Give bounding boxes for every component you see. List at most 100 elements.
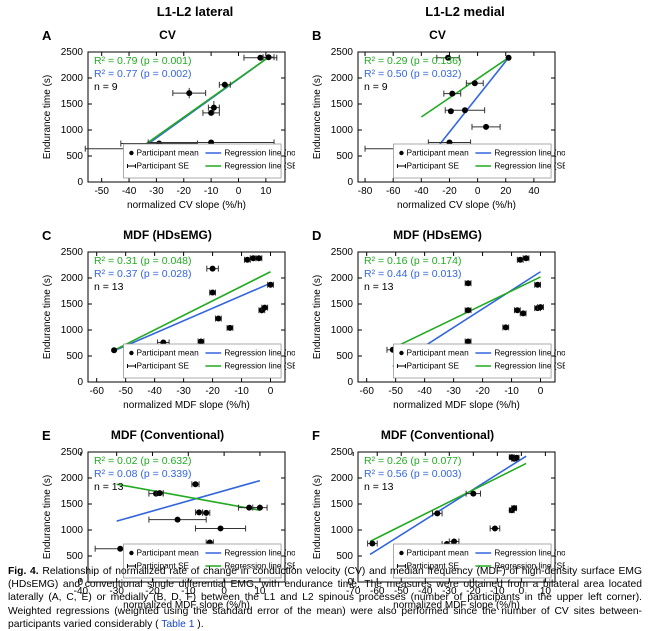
svg-text:1000: 1000 bbox=[331, 525, 354, 536]
table1-link[interactable]: Table 1 bbox=[161, 619, 194, 630]
svg-text:Regression line (no weights): Regression line (no weights) bbox=[224, 148, 295, 158]
svg-text:Regression line (SE weighted): Regression line (SE weighted) bbox=[494, 161, 565, 171]
data-point-A-8[interactable] bbox=[266, 54, 272, 60]
scatter-plot-D[interactable]: -60 -50 -40 -30 -20 -10 0 0 500 1000 1500 2000 2500 n… bbox=[310, 244, 565, 426]
fig-label: Fig. 4. bbox=[8, 566, 39, 577]
svg-text:Endurance time (s): Endurance time (s) bbox=[42, 275, 53, 359]
data-point-F-5[interactable] bbox=[492, 525, 498, 531]
data-point-D-12[interactable] bbox=[538, 304, 544, 310]
data-point-E-2[interactable] bbox=[157, 490, 163, 496]
data-point-D-8[interactable] bbox=[517, 257, 523, 263]
data-point-C-7[interactable] bbox=[244, 257, 250, 263]
svg-text:2500: 2500 bbox=[331, 247, 354, 258]
svg-text:-40: -40 bbox=[417, 386, 432, 397]
data-point-C-4[interactable] bbox=[210, 266, 216, 272]
data-point-A-2[interactable] bbox=[186, 90, 192, 96]
data-point-F-0[interactable] bbox=[369, 541, 375, 547]
data-point-A-5[interactable] bbox=[222, 82, 228, 88]
svg-text:-20: -20 bbox=[442, 186, 457, 197]
svg-text:Participant mean: Participant mean bbox=[136, 348, 199, 358]
svg-text:2500: 2500 bbox=[61, 447, 84, 458]
data-point-E-4[interactable] bbox=[192, 481, 198, 487]
data-point-C-9[interactable] bbox=[256, 255, 262, 261]
data-point-C-6[interactable] bbox=[227, 325, 233, 331]
svg-text:Participant SE: Participant SE bbox=[136, 161, 189, 171]
data-point-E-9[interactable] bbox=[246, 505, 252, 511]
data-point-C-12[interactable] bbox=[268, 282, 274, 288]
data-point-A-4[interactable] bbox=[211, 105, 217, 111]
data-point-C-5[interactable] bbox=[215, 316, 221, 322]
svg-text:-30: -30 bbox=[176, 386, 191, 397]
data-point-D-10[interactable] bbox=[535, 282, 541, 288]
svg-text:-40: -40 bbox=[147, 386, 162, 397]
svg-text:1500: 1500 bbox=[61, 99, 84, 110]
panel-title-E: MDF (Conventional) bbox=[40, 428, 295, 442]
data-point-C-11[interactable] bbox=[262, 305, 268, 311]
svg-text:-10: -10 bbox=[204, 186, 219, 197]
svg-text:-40: -40 bbox=[122, 186, 137, 197]
svg-text:-50: -50 bbox=[388, 386, 403, 397]
data-point-B-2[interactable] bbox=[472, 80, 478, 86]
r2-no-weights-text-D: R² = 0.44 (p = 0.013) bbox=[364, 268, 461, 280]
svg-text:500: 500 bbox=[66, 551, 83, 562]
data-point-F-1[interactable] bbox=[434, 510, 440, 516]
data-point-E-8[interactable] bbox=[218, 525, 224, 531]
svg-text:-80: -80 bbox=[358, 186, 373, 197]
data-point-F-7[interactable] bbox=[511, 505, 517, 511]
scatter-plot-C[interactable]: -60 -50 -40 -30 -20 -10 0 0 500 1000 1500 2000 2500 n… bbox=[40, 244, 295, 426]
data-point-D-5[interactable] bbox=[503, 324, 509, 330]
data-point-D-4[interactable] bbox=[465, 280, 471, 286]
data-point-D-6[interactable] bbox=[514, 307, 520, 313]
data-point-D-3[interactable] bbox=[465, 307, 471, 313]
svg-text:-50: -50 bbox=[118, 386, 133, 397]
data-point-B-5[interactable] bbox=[448, 108, 454, 114]
caption-text: Relationship of normalized rate of chang… bbox=[8, 566, 642, 630]
data-point-E-3[interactable] bbox=[175, 517, 181, 523]
panel-title-A: CV bbox=[40, 28, 295, 42]
column-title-medial: L1-L2 medial bbox=[335, 4, 595, 19]
scatter-plot-B[interactable]: -80 -60 -40 -20 0 20 40 0 500 1000 1500 2000 2500 nor… bbox=[310, 44, 565, 226]
data-point-E-10[interactable] bbox=[257, 505, 263, 511]
scatter-plot-A[interactable]: -50 -40 -30 -20 -10 0 10 0 500 1000 1500 2000 2500 no… bbox=[40, 44, 295, 226]
data-point-D-7[interactable] bbox=[520, 310, 526, 316]
svg-text:-30: -30 bbox=[149, 186, 164, 197]
data-point-D-9[interactable] bbox=[523, 255, 529, 261]
data-point-E-6[interactable] bbox=[203, 510, 209, 516]
svg-text:Participant SE: Participant SE bbox=[406, 361, 459, 371]
data-point-A-3[interactable] bbox=[208, 110, 214, 116]
data-point-B-1[interactable] bbox=[506, 55, 512, 61]
data-point-F-3[interactable] bbox=[451, 538, 457, 544]
svg-text:-40: -40 bbox=[414, 186, 429, 197]
svg-text:Endurance time (s): Endurance time (s) bbox=[312, 475, 323, 559]
data-point-B-3[interactable] bbox=[449, 91, 455, 97]
data-point-F-4[interactable] bbox=[470, 491, 476, 497]
svg-text:2500: 2500 bbox=[61, 247, 84, 258]
svg-text:Regression line (no weights): Regression line (no weights) bbox=[224, 548, 295, 558]
data-point-B-4[interactable] bbox=[462, 107, 468, 113]
data-point-C-8[interactable] bbox=[250, 255, 256, 261]
svg-text:Regression line (SE weighted): Regression line (SE weighted) bbox=[494, 361, 565, 371]
data-point-F-10[interactable] bbox=[509, 454, 515, 460]
data-point-D-2[interactable] bbox=[465, 338, 471, 344]
panel-D: D MDF (HDsEMG) -60 -50 -40 -30 -20 -10 0 0 500 1000… bbox=[310, 228, 565, 416]
svg-text:Participant SE: Participant SE bbox=[136, 361, 189, 371]
data-point-E-5[interactable] bbox=[196, 509, 202, 515]
svg-text:Endurance time (s): Endurance time (s) bbox=[42, 475, 53, 559]
column-title-lateral: L1-L2 lateral bbox=[65, 4, 325, 19]
svg-text:2500: 2500 bbox=[331, 47, 354, 58]
svg-text:Participant mean: Participant mean bbox=[136, 548, 199, 558]
svg-text:Regression line (no weights): Regression line (no weights) bbox=[494, 348, 565, 358]
data-point-C-0[interactable] bbox=[111, 347, 117, 353]
svg-text:Regression line (SE weighted): Regression line (SE weighted) bbox=[224, 161, 295, 171]
data-point-C-2[interactable] bbox=[198, 338, 204, 344]
svg-text:Regression line (no weights): Regression line (no weights) bbox=[224, 348, 295, 358]
svg-text:Participant mean: Participant mean bbox=[406, 548, 469, 558]
svg-text:20: 20 bbox=[500, 186, 512, 197]
r2-se-weighted-text-F: R² = 0.26 (p = 0.077) bbox=[364, 455, 461, 467]
svg-text:-20: -20 bbox=[205, 386, 220, 397]
data-point-E-0[interactable] bbox=[117, 546, 123, 552]
data-point-C-3[interactable] bbox=[210, 290, 216, 296]
data-point-A-7[interactable] bbox=[257, 55, 263, 61]
svg-text:Regression line (SE weighted): Regression line (SE weighted) bbox=[224, 361, 295, 371]
data-point-B-6[interactable] bbox=[483, 124, 489, 130]
